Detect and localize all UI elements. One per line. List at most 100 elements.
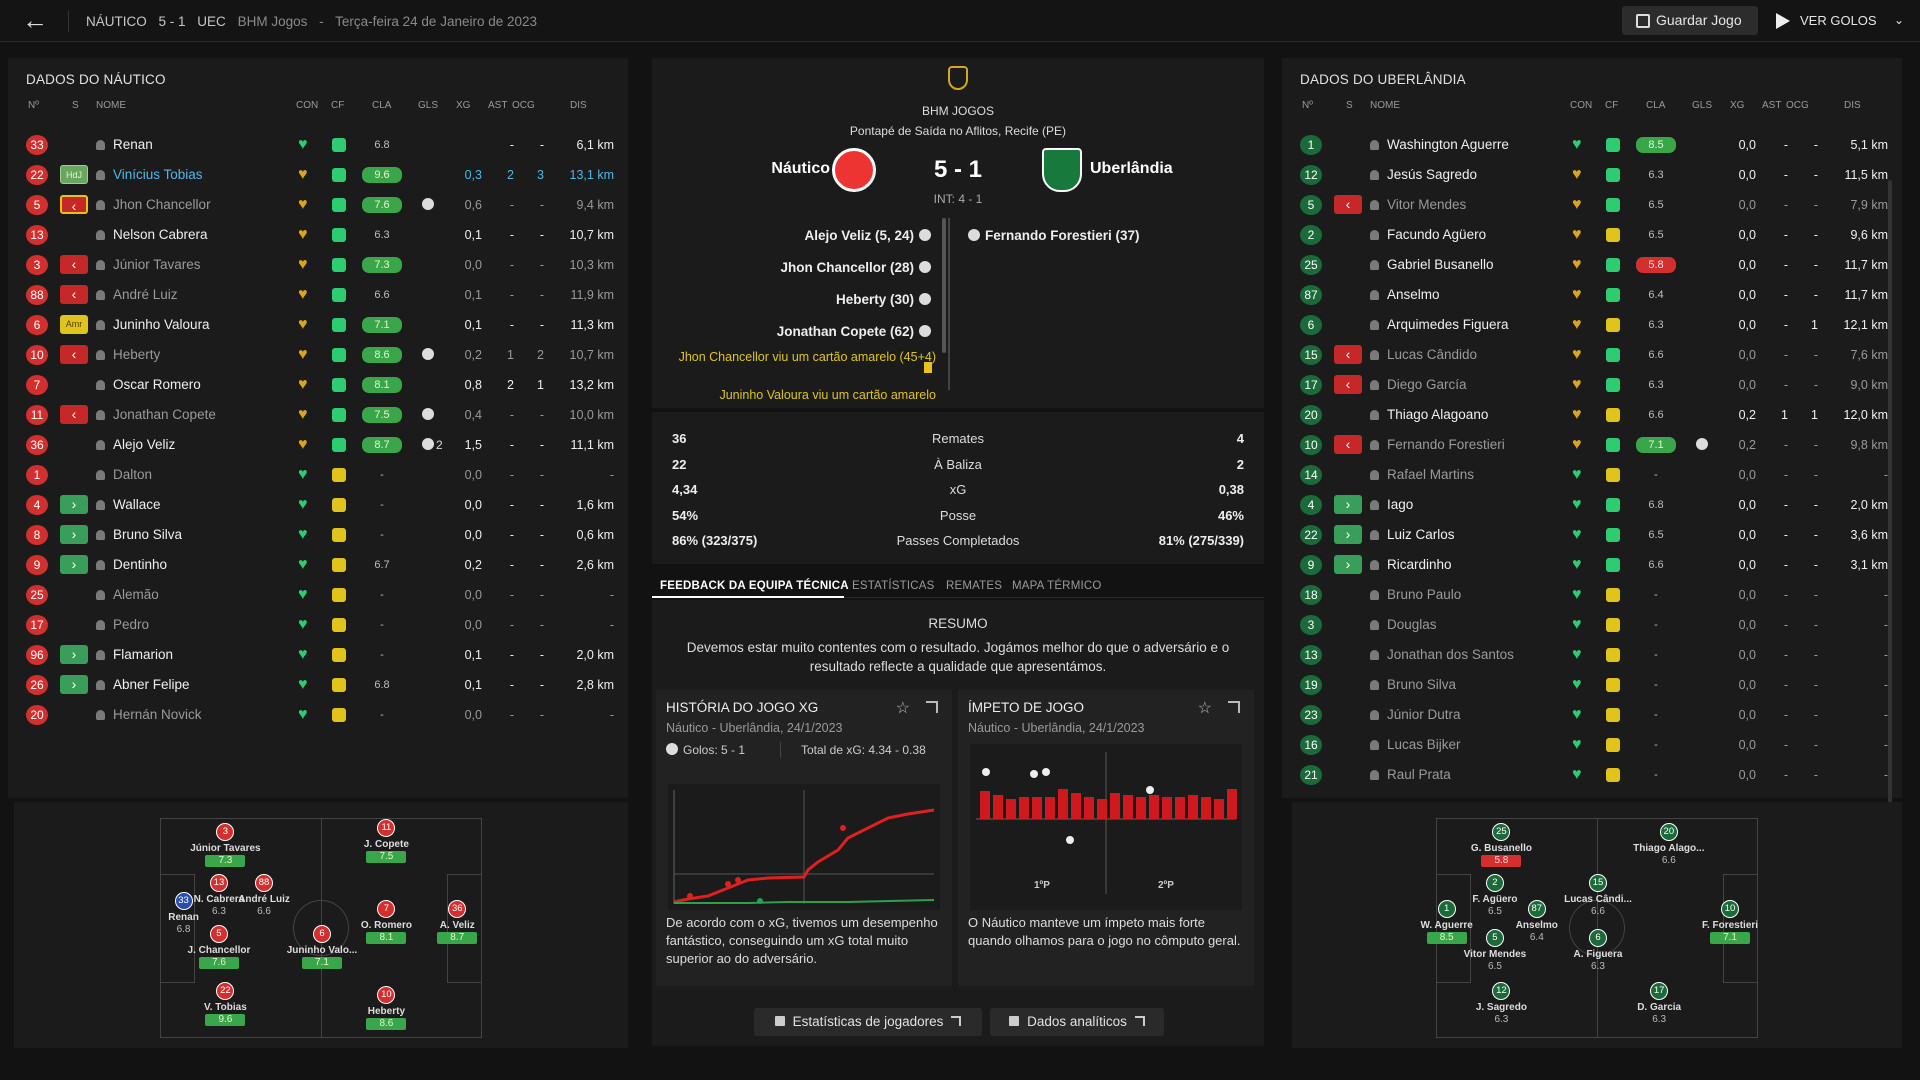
player-name[interactable]: André Luiz	[96, 287, 178, 302]
player-name[interactable]: Júnior Tavares	[96, 257, 201, 272]
player-name[interactable]: Lucas Bijker	[1370, 737, 1461, 752]
player-name[interactable]: Vinícius Tobias	[96, 167, 203, 182]
view-goals-button[interactable]: VER GOLOS ⌄	[1774, 6, 1904, 35]
player-name[interactable]: Alejo Veliz	[96, 437, 175, 452]
col-name-header[interactable]: NOME	[1370, 100, 1400, 111]
table-row[interactable]: 8 › Bruno Silva ♥ - 0,0 - - 0,6 km	[8, 520, 628, 550]
player-name[interactable]: Dalton	[96, 467, 152, 482]
table-row[interactable]: 15 ‹ Lucas Cândido ♥ 6.6 0,0 - - 7,6 km	[1282, 340, 1902, 370]
star-icon[interactable]: ☆	[895, 700, 910, 717]
player-name[interactable]: Rafael Martins	[1370, 467, 1474, 482]
player-stats-button[interactable]: Estatísticas de jogadores	[754, 1008, 982, 1036]
player-name[interactable]: Bruno Silva	[96, 527, 182, 542]
table-row[interactable]: 4 › Iago ♥ 6.8 0,0 - - 2,0 km	[1282, 490, 1902, 520]
table-row[interactable]: 13 Nelson Cabrera ♥ 6.3 0,1 - - 10,7 km	[8, 220, 628, 250]
player-token[interactable]: 11 J. Copete 7.5	[346, 819, 426, 863]
table-row[interactable]: 23 Júnior Dutra ♥ - 0,0 - - -	[1282, 700, 1902, 730]
player-token[interactable]: 22 V. Tobias 9.6	[185, 981, 265, 1026]
player-name[interactable]: Bruno Paulo	[1370, 587, 1461, 602]
col-s-header[interactable]: S	[1346, 100, 1353, 111]
player-token[interactable]: 17 D. Garcia 6.3	[1619, 981, 1699, 1026]
tab-3[interactable]: MAPA TÉRMICO	[1012, 580, 1102, 592]
table-row[interactable]: 6 Arquimedes Figuera ♥ 6.3 0,0 - 1 12,1 km	[1282, 310, 1902, 340]
back-arrow-icon[interactable]: ←	[22, 5, 48, 35]
table-row[interactable]: 16 Lucas Bijker ♥ - 0,0 - - -	[1282, 730, 1902, 760]
col-cf-header[interactable]: CF	[331, 100, 345, 111]
player-name[interactable]: Dentinho	[96, 557, 167, 572]
player-name[interactable]: Flamarion	[96, 647, 173, 662]
col-dis-header[interactable]: DIS	[1844, 100, 1861, 111]
table-row[interactable]: 36 Alejo Veliz ♥ 8.7 2 1,5 - - 11,1 km	[8, 430, 628, 460]
player-name[interactable]: Alemão	[96, 587, 159, 602]
col-ocg-header[interactable]: OCG	[1786, 100, 1809, 111]
table-row[interactable]: 20 Hernán Novick ♥ - 0,0 - - -	[8, 700, 628, 730]
player-name[interactable]: Facundo Agüero	[1370, 227, 1486, 242]
table-row[interactable]: 12 Jesús Sagredo ♥ 6.3 0,0 - - 11,5 km	[1282, 160, 1902, 190]
expand-icon[interactable]	[1228, 701, 1240, 713]
player-name[interactable]: Thiago Alagoano	[1370, 407, 1488, 422]
player-name[interactable]: Diego García	[1370, 377, 1467, 392]
player-name[interactable]: Nelson Cabrera	[96, 227, 208, 242]
player-token[interactable]: 12 J. Sagredo 6.3	[1461, 981, 1541, 1026]
player-token[interactable]: 6 Juninho Valo... 7.1	[282, 924, 362, 969]
table-row[interactable]: 17 ‹ Diego García ♥ 6.3 0,0 - - 9,0 km	[1282, 370, 1902, 400]
col-no-header[interactable]: Nº	[1302, 100, 1313, 111]
tab-2[interactable]: REMATES	[946, 580, 1003, 592]
player-name[interactable]: Júnior Dutra	[1370, 707, 1461, 722]
away-team-name[interactable]: Uberlândia	[1090, 160, 1173, 177]
table-row[interactable]: 3 ‹ Júnior Tavares ♥ 7.3 0,0 - - 10,3 km	[8, 250, 628, 280]
player-name[interactable]: Iago	[1370, 497, 1413, 512]
table-scrollbar[interactable]	[1888, 180, 1892, 840]
player-token[interactable]: 1 W. Aguerre 8.5	[1407, 900, 1487, 945]
player-name[interactable]: Abner Felipe	[96, 677, 190, 692]
table-row[interactable]: 18 Bruno Paulo ♥ - 0,0 - - -	[1282, 580, 1902, 610]
player-name[interactable]: Bruno Silva	[1370, 677, 1456, 692]
player-token[interactable]: 87 Anselmo 6.4	[1497, 900, 1577, 944]
player-token[interactable]: 36 A. Veliz 8.7	[417, 900, 497, 945]
table-row[interactable]: 26 › Abner Felipe ♥ 6.8 0,1 - - 2,8 km	[8, 670, 628, 700]
col-cla-header[interactable]: CLA	[1646, 100, 1666, 111]
events-scrollbar[interactable]	[942, 218, 946, 353]
player-name[interactable]: Raul Prata	[1370, 767, 1451, 782]
player-token[interactable]: 2 F. Agüero 6.5	[1455, 874, 1535, 918]
tab-0[interactable]: FEEDBACK DA EQUIPA TÉCNICA	[660, 580, 849, 592]
player-token[interactable]: 20 Thiago Alago... 6.6	[1629, 823, 1709, 867]
table-row[interactable]: 1 Dalton ♥ - 0,0 - - -	[8, 460, 628, 490]
col-xg-header[interactable]: XG	[456, 100, 471, 111]
player-name[interactable]: Heberty	[96, 347, 160, 362]
col-xg-header[interactable]: XG	[1730, 100, 1745, 111]
table-row[interactable]: 1 Washington Aguerre ♥ 8.5 0,0 - - 5,1 km	[1282, 130, 1902, 160]
col-ocg-header[interactable]: OCG	[512, 100, 535, 111]
player-name[interactable]: Ricardinho	[1370, 557, 1452, 572]
table-row[interactable]: 96 › Flamarion ♥ - 0,1 - - 2,0 km	[8, 640, 628, 670]
table-row[interactable]: 22 › Luiz Carlos ♥ 6.5 0,0 - - 3,6 km	[1282, 520, 1902, 550]
table-row[interactable]: 88 ‹ André Luiz ♥ 6.6 0,1 - - 11,9 km	[8, 280, 628, 310]
col-ast-header[interactable]: AST	[488, 100, 508, 111]
table-row[interactable]: 3 Douglas ♥ - 0,0 - - -	[1282, 610, 1902, 640]
player-name[interactable]: Luiz Carlos	[1370, 527, 1455, 542]
table-row[interactable]: 21 Raul Prata ♥ - 0,0 - - -	[1282, 760, 1902, 790]
col-s-header[interactable]: S	[72, 100, 79, 111]
player-name[interactable]: Oscar Romero	[96, 377, 201, 392]
table-row[interactable]: 2 Facundo Agüero ♥ 6.5 0,0 - - 9,6 km	[1282, 220, 1902, 250]
player-name[interactable]: Lucas Cândido	[1370, 347, 1477, 362]
player-token[interactable]: 7 O. Romero 8.1	[346, 900, 426, 945]
player-token[interactable]: 25 G. Busanello 5.8	[1461, 823, 1541, 868]
table-row[interactable]: 22 HdJ Vinícius Tobias ♥ 9.6 0,3 2 3 13,1 km	[8, 160, 628, 190]
player-name[interactable]: Renan	[96, 137, 153, 152]
player-name[interactable]: Jesús Sagredo	[1370, 167, 1477, 182]
player-name[interactable]: Washington Aguerre	[1370, 137, 1509, 152]
player-name[interactable]: Douglas	[1370, 617, 1437, 632]
table-row[interactable]: 33 Renan ♥ 6.8 - - 6,1 km	[8, 130, 628, 160]
table-row[interactable]: 9 › Dentinho ♥ 6.7 0,2 - - 2,6 km	[8, 550, 628, 580]
player-token[interactable]: 3 Júnior Tavares 7.3	[185, 823, 265, 868]
player-token[interactable]: 10 Heberty 8.6	[346, 986, 426, 1031]
player-name[interactable]: Arquimedes Figuera	[1370, 317, 1509, 332]
star-icon[interactable]: ☆	[1197, 700, 1212, 717]
table-row[interactable]: 10 ‹ Heberty ♥ 8.6 0,2 1 2 10,7 km	[8, 340, 628, 370]
home-team-name[interactable]: Náutico	[771, 160, 830, 177]
col-name-header[interactable]: NOME	[96, 100, 126, 111]
player-token[interactable]: 88 André Luiz 6.6	[224, 874, 304, 918]
table-row[interactable]: 5 ‹ Jhon Chancellor ♥ 7.6 0,6 - - 9,4 km	[8, 190, 628, 220]
col-con-header[interactable]: CON	[1570, 100, 1593, 111]
